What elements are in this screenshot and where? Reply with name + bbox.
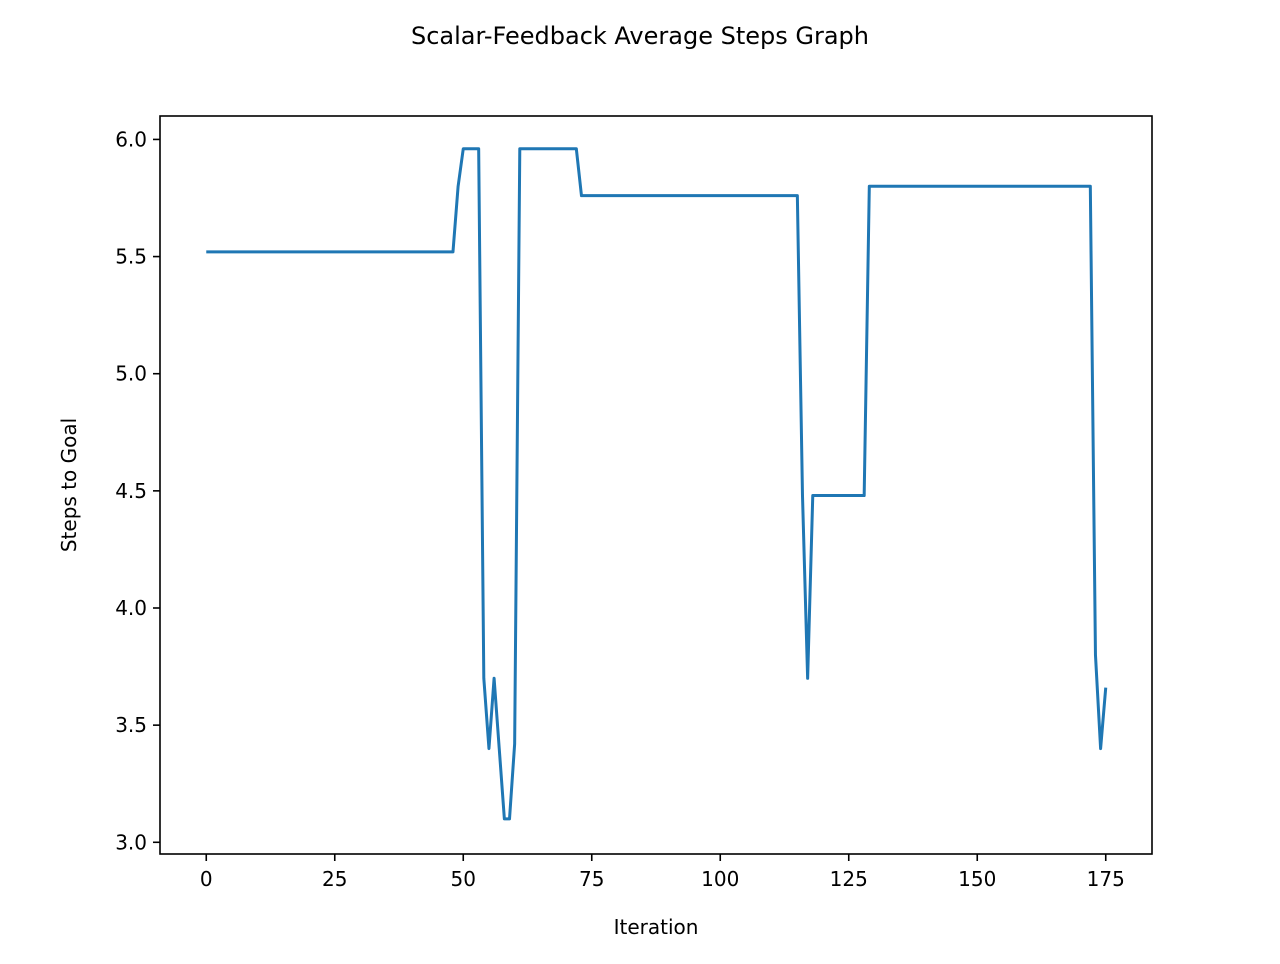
x-axis-label: Iteration [614, 915, 699, 939]
plot-area [206, 147, 1108, 821]
x-tick-label: 50 [451, 867, 476, 891]
y-axis-label: Steps to Goal [57, 418, 81, 552]
y-tick-label: 5.5 [115, 245, 147, 269]
x-tick-label: 0 [200, 867, 213, 891]
axes-frame [159, 115, 1153, 855]
y-tick-label: 3.5 [115, 713, 147, 737]
x-tick-label: 175 [1087, 867, 1125, 891]
x-tick-label: 125 [830, 867, 868, 891]
x-tick-label: 100 [701, 867, 739, 891]
y-tick-label: 5.0 [115, 362, 147, 386]
y-tick-label: 6.0 [115, 127, 147, 151]
y-tick-label: 4.0 [115, 596, 147, 620]
x-tick-label: 150 [958, 867, 996, 891]
x-tick-label: 25 [322, 867, 347, 891]
series-line-0 [206, 147, 1108, 821]
chart-title: Scalar-Feedback Average Steps Graph [411, 22, 869, 50]
x-tick-label: 75 [579, 867, 604, 891]
y-tick-label: 3.0 [115, 830, 147, 854]
y-tick-label: 4.5 [115, 479, 147, 503]
